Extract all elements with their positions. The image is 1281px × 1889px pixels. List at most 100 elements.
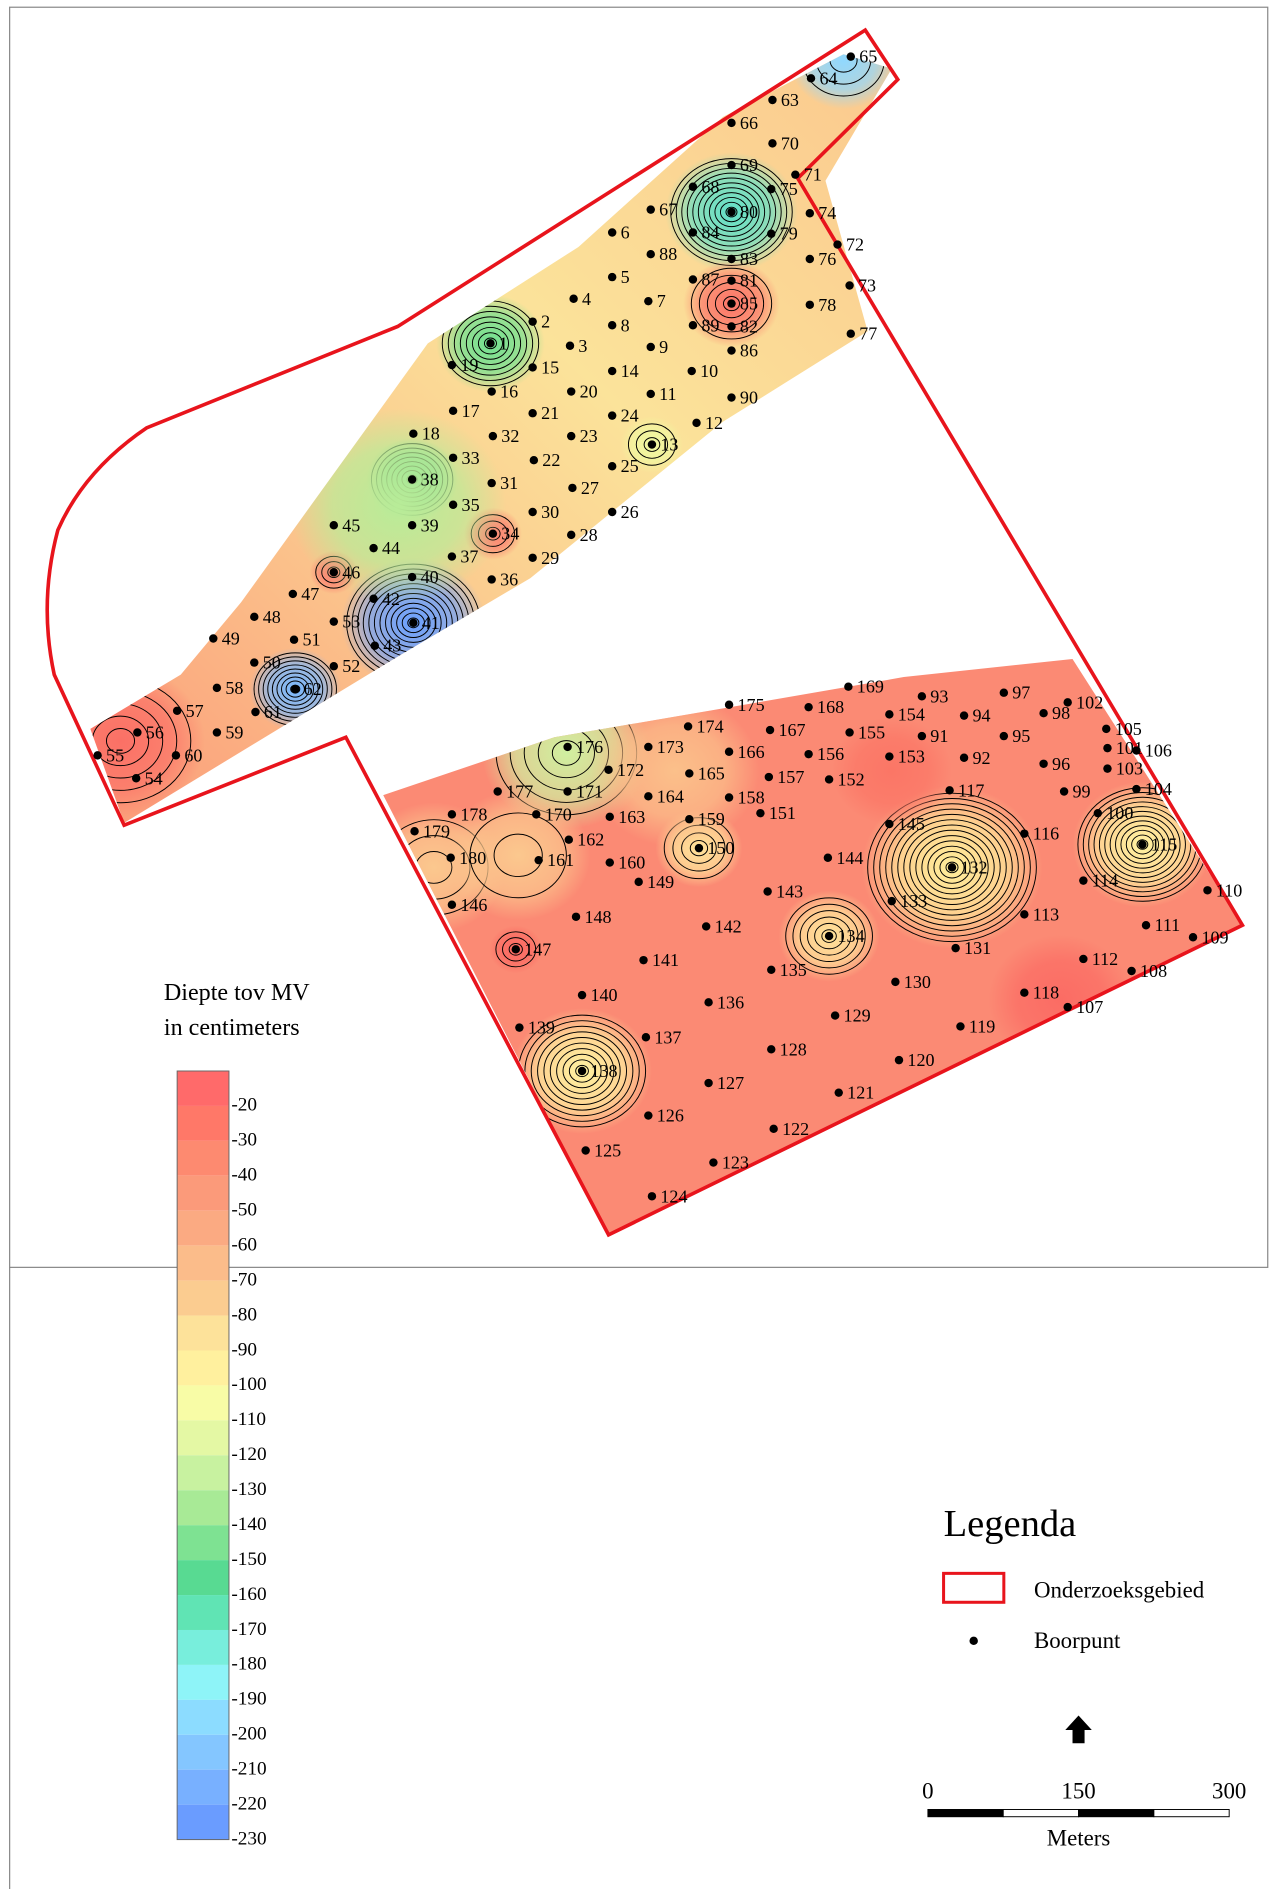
contour-line [502,937,530,962]
borehole-label: 26 [621,502,639,522]
borehole [604,765,613,775]
boreholes: 1234567891011121314151617181920212223242… [93,47,1242,1206]
anomaly-fill [831,716,953,826]
borehole-label: 150 [707,838,734,858]
borehole-label: 40 [421,567,439,587]
borehole-label: 112 [1092,949,1118,969]
borehole [1039,759,1048,769]
borehole-label: 33 [462,448,480,468]
borehole-label: 5 [621,267,630,287]
anomaly-fill [590,695,760,847]
borehole-label: 81 [740,271,758,291]
contour-line [262,660,328,718]
depth-anomaly [445,790,591,921]
borehole [1132,746,1141,755]
depth-anomaly [590,695,760,847]
color-band [177,1769,229,1805]
borehole-label: 44 [382,538,400,558]
borehole-label: 94 [972,706,990,726]
borehole [830,1011,840,1020]
borehole-label: 163 [618,807,645,827]
borehole-label: 35 [462,495,480,515]
borehole [806,74,816,83]
borehole-label: 130 [904,972,931,992]
borehole-label: 29 [541,548,559,568]
borehole [329,521,339,530]
borehole [688,275,698,284]
borehole-label: 28 [580,525,598,545]
contour-line [549,1042,615,1100]
borehole-label: 153 [898,747,925,767]
borehole [564,835,574,844]
borehole [1093,808,1103,818]
borehole-label: 119 [969,1016,995,1036]
borehole-label: 172 [617,760,644,780]
contour-line [698,274,765,333]
borehole [93,751,102,760]
borehole-label: 20 [580,382,598,402]
borehole [607,366,617,376]
borehole-label: 117 [958,780,984,800]
borehole [1020,829,1029,838]
contour-line [543,1036,621,1106]
borehole-label: 126 [657,1106,684,1126]
contour-line [105,728,136,754]
contour-line [806,916,852,956]
borehole-label: 158 [738,788,765,808]
scale-segment [1153,1809,1230,1818]
borehole [824,775,834,784]
borehole-label: 36 [500,569,518,589]
borehole [694,843,704,853]
contour-line [627,423,676,466]
borehole [1059,787,1069,796]
borehole [724,793,734,802]
borehole [1103,764,1112,773]
color-band [177,1420,229,1456]
color-scale-frame [176,1070,230,1841]
borehole [529,455,539,465]
anomaly-fill [445,790,591,921]
borehole-label: 149 [647,872,674,892]
contour-line [276,672,315,706]
contour-line [465,321,516,366]
contour-line [722,296,740,312]
borehole [887,896,896,906]
color-band [177,1734,229,1770]
contour-line [447,305,534,381]
contour-line [714,196,749,228]
borehole [959,711,969,720]
borehole [607,462,617,471]
borehole-label: 50 [263,653,281,673]
borehole-label: 2 [541,312,550,332]
borehole [688,321,698,330]
color-band [177,1629,229,1665]
borehole-label: 165 [698,763,725,783]
color-scale-label: -230 [231,1828,266,1849]
borehole-label: 164 [657,786,684,806]
contour-line [1120,825,1165,864]
legend-item: Boorpunt [1034,1628,1121,1653]
color-band [177,1699,229,1735]
borehole-label: 118 [1033,983,1059,1003]
borehole-label: 1 [499,333,508,353]
borehole [607,411,617,420]
borehole-label: 23 [580,426,598,446]
color-scale-label: -90 [231,1339,257,1360]
borehole [1079,876,1088,885]
color-scale-label: -210 [231,1759,266,1780]
borehole [644,792,653,801]
borehole-label: 57 [186,701,204,721]
contour-line [927,845,977,890]
borehole [683,722,693,731]
borehole [639,955,648,965]
borehole [369,543,378,553]
borehole-label: 19 [460,355,478,375]
contour-line [714,288,749,319]
borehole [566,431,576,441]
contour-line [1136,839,1149,850]
borehole [765,725,775,735]
borehole [727,160,736,170]
borehole [568,483,577,493]
scale-segment [1002,1809,1080,1818]
borehole-label: 99 [1073,782,1091,802]
